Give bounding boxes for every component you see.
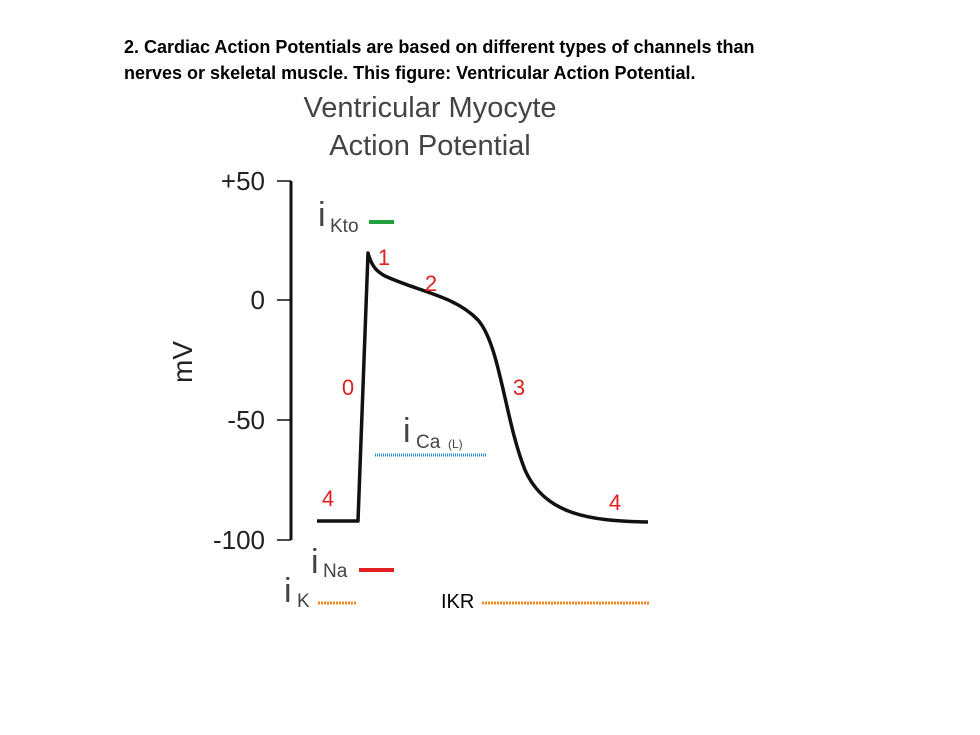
figure-caption: 2. Cardiac Action Potentials are based o… — [124, 34, 944, 86]
ina-subscript: Na — [323, 561, 348, 582]
diagram-title-line-1: Ventricular Myocyte — [303, 92, 556, 124]
caption-line-2: nerves or skeletal muscle. This figure: … — [124, 63, 696, 83]
caption-line-1: 2. Cardiac Action Potentials are based o… — [124, 37, 755, 57]
y-tick-label-0: 0 — [251, 285, 265, 315]
ik-subscript: K — [297, 591, 310, 612]
current-ina: i Na — [311, 543, 394, 582]
ikr-label: IKR — [441, 591, 474, 613]
current-ikto: i Kto — [318, 196, 394, 237]
phase-label-1: 1 — [378, 245, 390, 270]
current-ica-l: i Ca (L) — [375, 412, 486, 457]
ikto-i: i — [318, 196, 326, 234]
ikto-subscript: Kto — [330, 216, 359, 237]
phase-label-3: 3 — [513, 375, 525, 400]
action-potential-trace — [317, 251, 649, 524]
ina-i: i — [311, 543, 319, 581]
ica-i: i — [403, 412, 411, 450]
phase-label-0: 0 — [342, 375, 354, 400]
y-tick-label-minus50: -50 — [227, 405, 265, 435]
ica-subscript: Ca — [416, 432, 441, 453]
ica-subscript-l: (L) — [448, 437, 463, 451]
y-axis-label: mV — [167, 341, 198, 383]
y-tick-label-minus100: -100 — [213, 525, 265, 555]
phase-label-2: 2 — [425, 271, 437, 296]
ik-i: i — [284, 572, 292, 610]
phase-label-4-left: 4 — [322, 486, 334, 511]
phase-label-4-right: 4 — [609, 490, 621, 515]
diagram-title-line-2: Action Potential — [329, 130, 531, 162]
current-ik: i K — [284, 572, 356, 612]
y-tick-label-plus50: +50 — [221, 166, 265, 196]
current-ikr: IKR — [441, 591, 649, 613]
